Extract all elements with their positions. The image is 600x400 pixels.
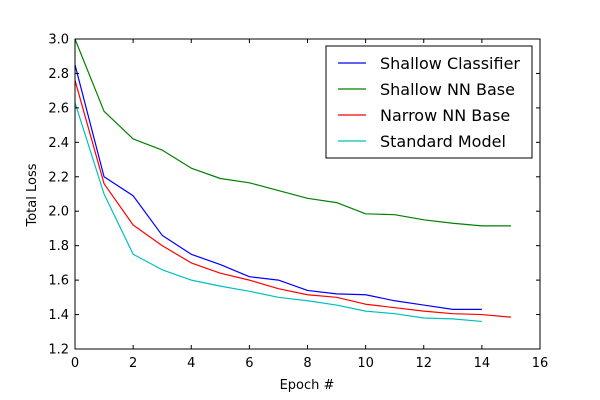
x-tick-label: 0 (71, 356, 79, 371)
y-tick-label: 2.0 (48, 205, 69, 220)
series-line-narrow-nn-base (74, 80, 511, 318)
y-tick-label: 3.0 (48, 33, 69, 48)
y-tick-label: 2.6 (48, 101, 69, 116)
y-axis-title: Total Loss (25, 163, 40, 227)
legend-box (325, 45, 533, 159)
y-tick-label: 1.6 (48, 274, 69, 289)
series-line-shallow-nn-base (74, 38, 511, 227)
tick-layer: 0 2 4 6 8 10 12 14 16 1.2 1.4 1.6 1.8 2.0 2.2 2.4 2.6 2.8… (48, 33, 548, 372)
y-tick-label: 2.4 (48, 136, 69, 151)
y-tick-label: 1.4 (48, 308, 69, 323)
x-tick-label: 8 (303, 356, 311, 371)
x-tick-label: 6 (245, 356, 253, 371)
x-tick-label: 4 (187, 356, 195, 371)
legend-label: Narrow NN Base (380, 106, 510, 125)
y-tick-label: 1.2 (48, 343, 69, 358)
y-tick-label: 2.2 (48, 170, 69, 185)
series-line-shallow-classifier (74, 64, 482, 310)
legend-label: Shallow Classifier (380, 54, 520, 73)
series-layer (74, 38, 511, 323)
y-tick-label: 2.8 (48, 67, 69, 82)
x-axis-title: Epoch # (280, 378, 335, 393)
legend-label: Shallow NN Base (380, 80, 515, 99)
y-tick-label: 1.8 (48, 239, 69, 254)
x-tick-label: 10 (357, 356, 374, 371)
legend: Shallow Classifier Shallow NN Base Narrow … (325, 45, 533, 159)
x-tick-label: 2 (129, 356, 137, 371)
x-tick-label: 16 (532, 356, 549, 371)
x-tick-label: 12 (415, 356, 432, 371)
legend-label: Standard Model (380, 132, 506, 151)
series-line-standard-model (74, 102, 482, 323)
x-tick-label: 14 (474, 356, 491, 371)
